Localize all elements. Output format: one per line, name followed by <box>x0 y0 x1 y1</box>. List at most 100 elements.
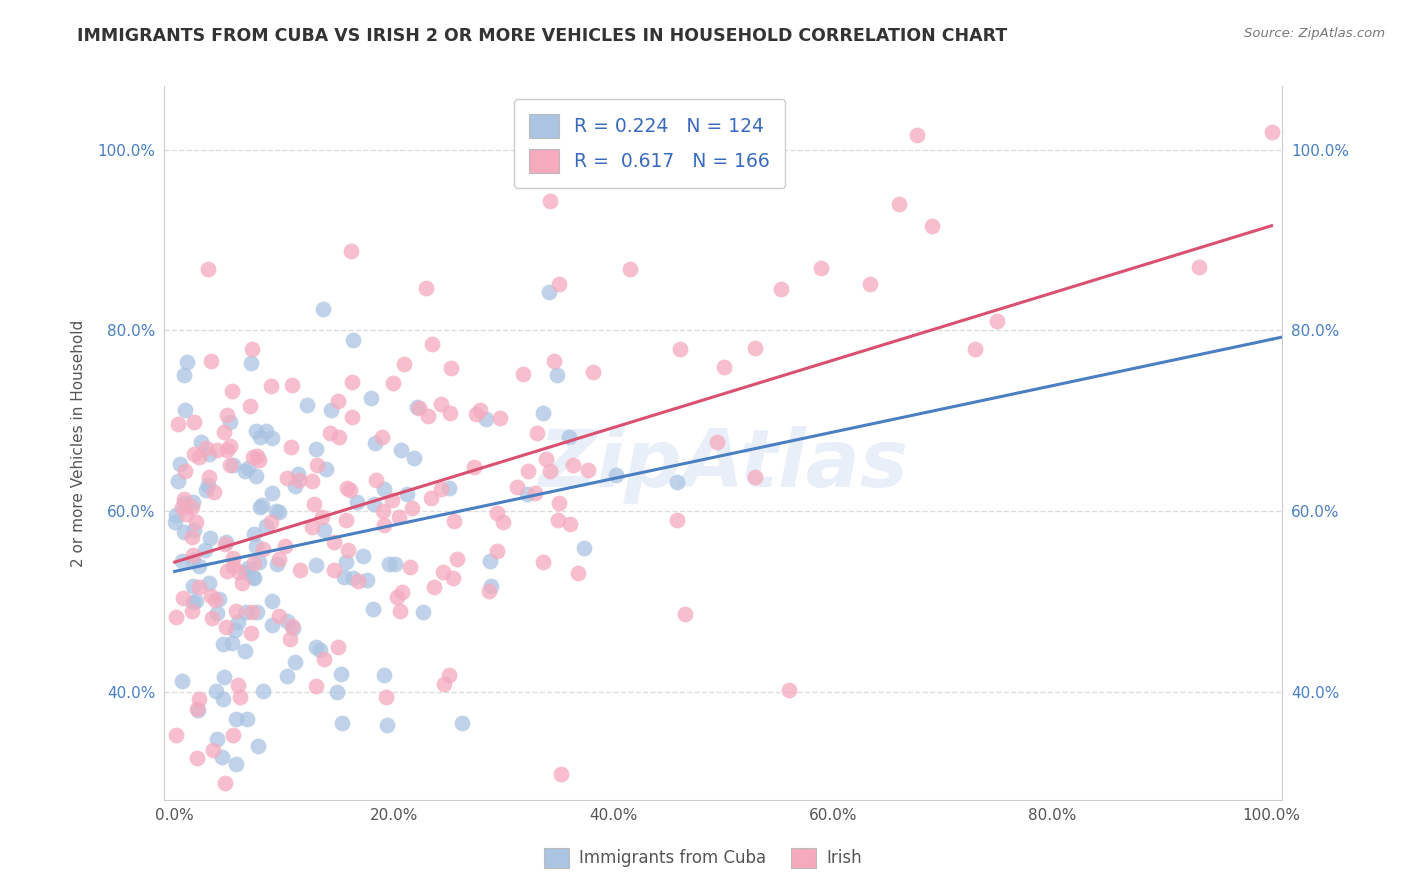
Point <box>198 576 221 591</box>
Point <box>236 712 259 726</box>
Point <box>713 359 735 374</box>
Point <box>375 718 398 732</box>
Point <box>254 519 277 533</box>
Point <box>321 403 343 417</box>
Point <box>311 301 333 316</box>
Point <box>226 615 249 630</box>
Point <box>406 400 429 414</box>
Point <box>361 601 384 615</box>
Point <box>439 406 461 420</box>
Y-axis label: 2 or more Vehicles in Household: 2 or more Vehicles in Household <box>72 319 86 567</box>
Point <box>197 469 219 483</box>
Point <box>562 458 585 472</box>
Point <box>235 605 257 619</box>
Point <box>267 609 290 624</box>
Point <box>378 557 401 571</box>
Point <box>488 411 510 425</box>
Point <box>181 579 204 593</box>
Point <box>207 732 229 747</box>
Point <box>212 425 235 440</box>
Point <box>437 667 460 681</box>
Point <box>200 611 222 625</box>
Point <box>225 712 247 726</box>
Point <box>165 508 187 522</box>
Point <box>356 573 378 587</box>
Point <box>202 484 225 499</box>
Point <box>364 435 387 450</box>
Point <box>163 515 186 529</box>
Point <box>174 507 197 521</box>
Point <box>233 565 256 579</box>
Point <box>1188 260 1211 274</box>
Point <box>744 341 766 355</box>
Point <box>398 560 420 574</box>
Point <box>301 520 323 534</box>
Point <box>576 463 599 477</box>
Point <box>506 480 529 494</box>
Point <box>252 541 274 556</box>
Point <box>181 500 204 515</box>
Point <box>373 503 395 517</box>
Point <box>432 565 454 579</box>
Point <box>197 478 219 492</box>
Point <box>170 674 193 689</box>
Point <box>314 523 336 537</box>
Point <box>169 457 191 471</box>
Point <box>744 470 766 484</box>
Point <box>305 442 328 456</box>
Point <box>388 604 411 618</box>
Point <box>889 196 911 211</box>
Point <box>266 504 288 518</box>
Point <box>328 430 350 444</box>
Point <box>479 579 502 593</box>
Point <box>537 285 560 299</box>
Point <box>524 486 547 500</box>
Point <box>204 684 226 698</box>
Point <box>323 563 346 577</box>
Point <box>280 440 302 454</box>
Point <box>172 591 194 606</box>
Point <box>706 435 728 450</box>
Point <box>769 282 792 296</box>
Point <box>301 474 323 488</box>
Point <box>181 530 204 544</box>
Point <box>810 261 832 276</box>
Point <box>463 459 485 474</box>
Point <box>287 467 309 481</box>
Point <box>391 585 413 599</box>
Point <box>538 194 561 209</box>
Point <box>665 475 688 490</box>
Point <box>250 498 273 512</box>
Point <box>224 623 246 637</box>
Point <box>172 554 194 568</box>
Point <box>242 450 264 464</box>
Point <box>305 679 328 693</box>
Point <box>243 571 266 585</box>
Point <box>198 531 221 545</box>
Point <box>214 776 236 790</box>
Point <box>333 570 356 584</box>
Point <box>475 412 498 426</box>
Point <box>245 605 267 619</box>
Point <box>319 426 342 441</box>
Point <box>276 614 298 628</box>
Point <box>215 564 238 578</box>
Point <box>204 593 226 607</box>
Point <box>479 554 502 568</box>
Point <box>233 644 256 658</box>
Point <box>247 453 270 467</box>
Point <box>198 447 221 461</box>
Point <box>281 619 304 633</box>
Point <box>222 551 245 566</box>
Point <box>388 510 411 524</box>
Point <box>546 368 568 383</box>
Point <box>260 515 283 529</box>
Point <box>246 449 269 463</box>
Point <box>392 357 415 371</box>
Point <box>205 442 228 457</box>
Point <box>534 451 557 466</box>
Point <box>531 406 554 420</box>
Point <box>205 606 228 620</box>
Point <box>486 506 509 520</box>
Point <box>219 415 242 429</box>
